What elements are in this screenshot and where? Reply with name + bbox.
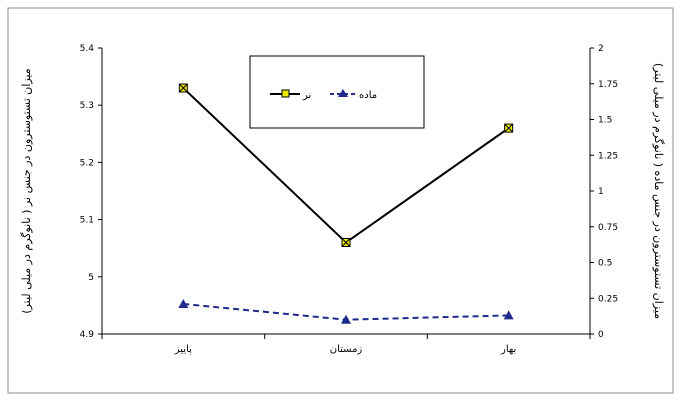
right-tick-label: 2: [598, 44, 604, 54]
data-point-marker: [178, 298, 189, 308]
right-tick-label: 1.5: [598, 116, 612, 126]
legend-label-male: نر: [302, 90, 311, 101]
data-point-cross: [504, 123, 514, 133]
chart-legend: نر ماده: [249, 55, 425, 129]
data-point-marker: [503, 310, 514, 320]
series-layer: [178, 83, 514, 324]
x-category-label: بهار: [500, 344, 516, 355]
left-y-ticks: 5.4 5.3 5.2 5.1 5 4.9: [80, 44, 102, 340]
data-point-marker: [341, 314, 351, 324]
right-y-axis-label: میزان تستوسترون در جنس ماده ( نانوگرم در…: [652, 63, 665, 319]
right-tick-label: 1.25: [598, 151, 618, 161]
x-axis-ticks: پاییز زمستان بهار: [101, 334, 591, 355]
right-tick-label: 1.75: [598, 80, 618, 90]
left-tick-label: 5.4: [80, 44, 95, 54]
right-y-ticks: 2 1.75 1.5 1.25 1 0.75 0.5 0.25 0: [590, 44, 618, 340]
left-tick-label: 5.1: [80, 216, 94, 226]
legend-label-female: ماده: [359, 90, 377, 101]
right-tick-label: 0.25: [598, 294, 618, 304]
right-tick-label: 1: [598, 187, 604, 197]
data-point-cross: [341, 238, 351, 247]
data-point-cross: [178, 83, 188, 93]
legend-box: [249, 55, 425, 129]
left-tick-label: 4.9: [80, 330, 95, 340]
left-y-axis-label: میزان تستوسترون در جنس نر ( نانوگرم در م…: [20, 68, 33, 313]
right-tick-label: 0: [598, 330, 604, 340]
left-tick-label: 5.2: [80, 158, 94, 168]
x-category-label: زمستان: [330, 344, 363, 355]
legend-marker-female: [338, 89, 348, 97]
legend-marker-male: [281, 89, 290, 98]
left-tick-label: 5.3: [80, 101, 94, 111]
right-tick-label: 0.5: [598, 259, 612, 269]
x-category-label: پاییز: [174, 344, 192, 355]
left-tick-label: 5: [88, 273, 94, 283]
right-tick-label: 0.75: [598, 223, 618, 233]
